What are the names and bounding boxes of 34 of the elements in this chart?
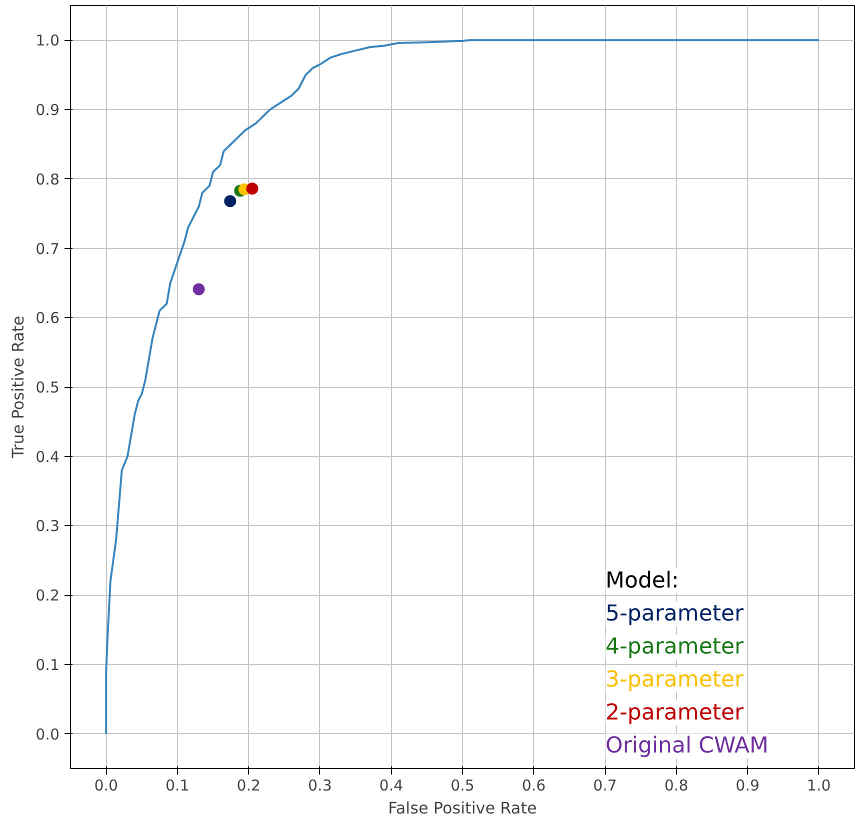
y-axis-title: True Positive Rate (8, 316, 28, 460)
y-tick-label: 1.0 (36, 32, 60, 50)
point (192, 283, 205, 296)
y-tick-label: 0.1 (36, 656, 60, 674)
point (246, 182, 258, 195)
y-tick-label: 0.6 (36, 309, 60, 328)
line-series (105, 39, 820, 735)
x-tick-label: 0.3 (308, 776, 332, 794)
x-tick-label: 0.7 (593, 776, 617, 794)
text: 3-parameter (606, 668, 745, 692)
text: 2-parameter (606, 700, 745, 726)
x-tick-label: 0.9 (736, 776, 760, 794)
x-tick-label: 0.8 (664, 776, 688, 794)
x-tick-label: 0.5 (450, 776, 474, 794)
y-tick-label: 0.0 (36, 725, 60, 744)
y-tick-label: 0.2 (36, 586, 60, 605)
x-tick-label: 0.0 (94, 776, 118, 794)
x-axis-title: False Positive Rate (388, 798, 537, 818)
text: 4-parameter (606, 634, 745, 660)
x-tick-label: 0.2 (236, 776, 261, 794)
y-tick-label: 0.3 (36, 517, 60, 536)
legend-title: Model: (606, 568, 679, 594)
x-tick-label: 1.0 (806, 776, 831, 794)
x-tick-label: 0.1 (165, 776, 190, 794)
y-tick-label: 0.5 (36, 378, 60, 396)
text: Original CWAM (606, 734, 769, 758)
y-tick-label: 0.7 (36, 240, 60, 258)
y-tick-label: 0.9 (36, 101, 60, 120)
x-tick-label: 0.6 (522, 776, 546, 794)
y-tick-label: 0.8 (36, 170, 60, 188)
text: 5-parameter (606, 602, 745, 626)
y-tick-label: 0.4 (36, 448, 60, 466)
point (224, 195, 236, 208)
x-tick-label: 0.4 (379, 776, 404, 794)
